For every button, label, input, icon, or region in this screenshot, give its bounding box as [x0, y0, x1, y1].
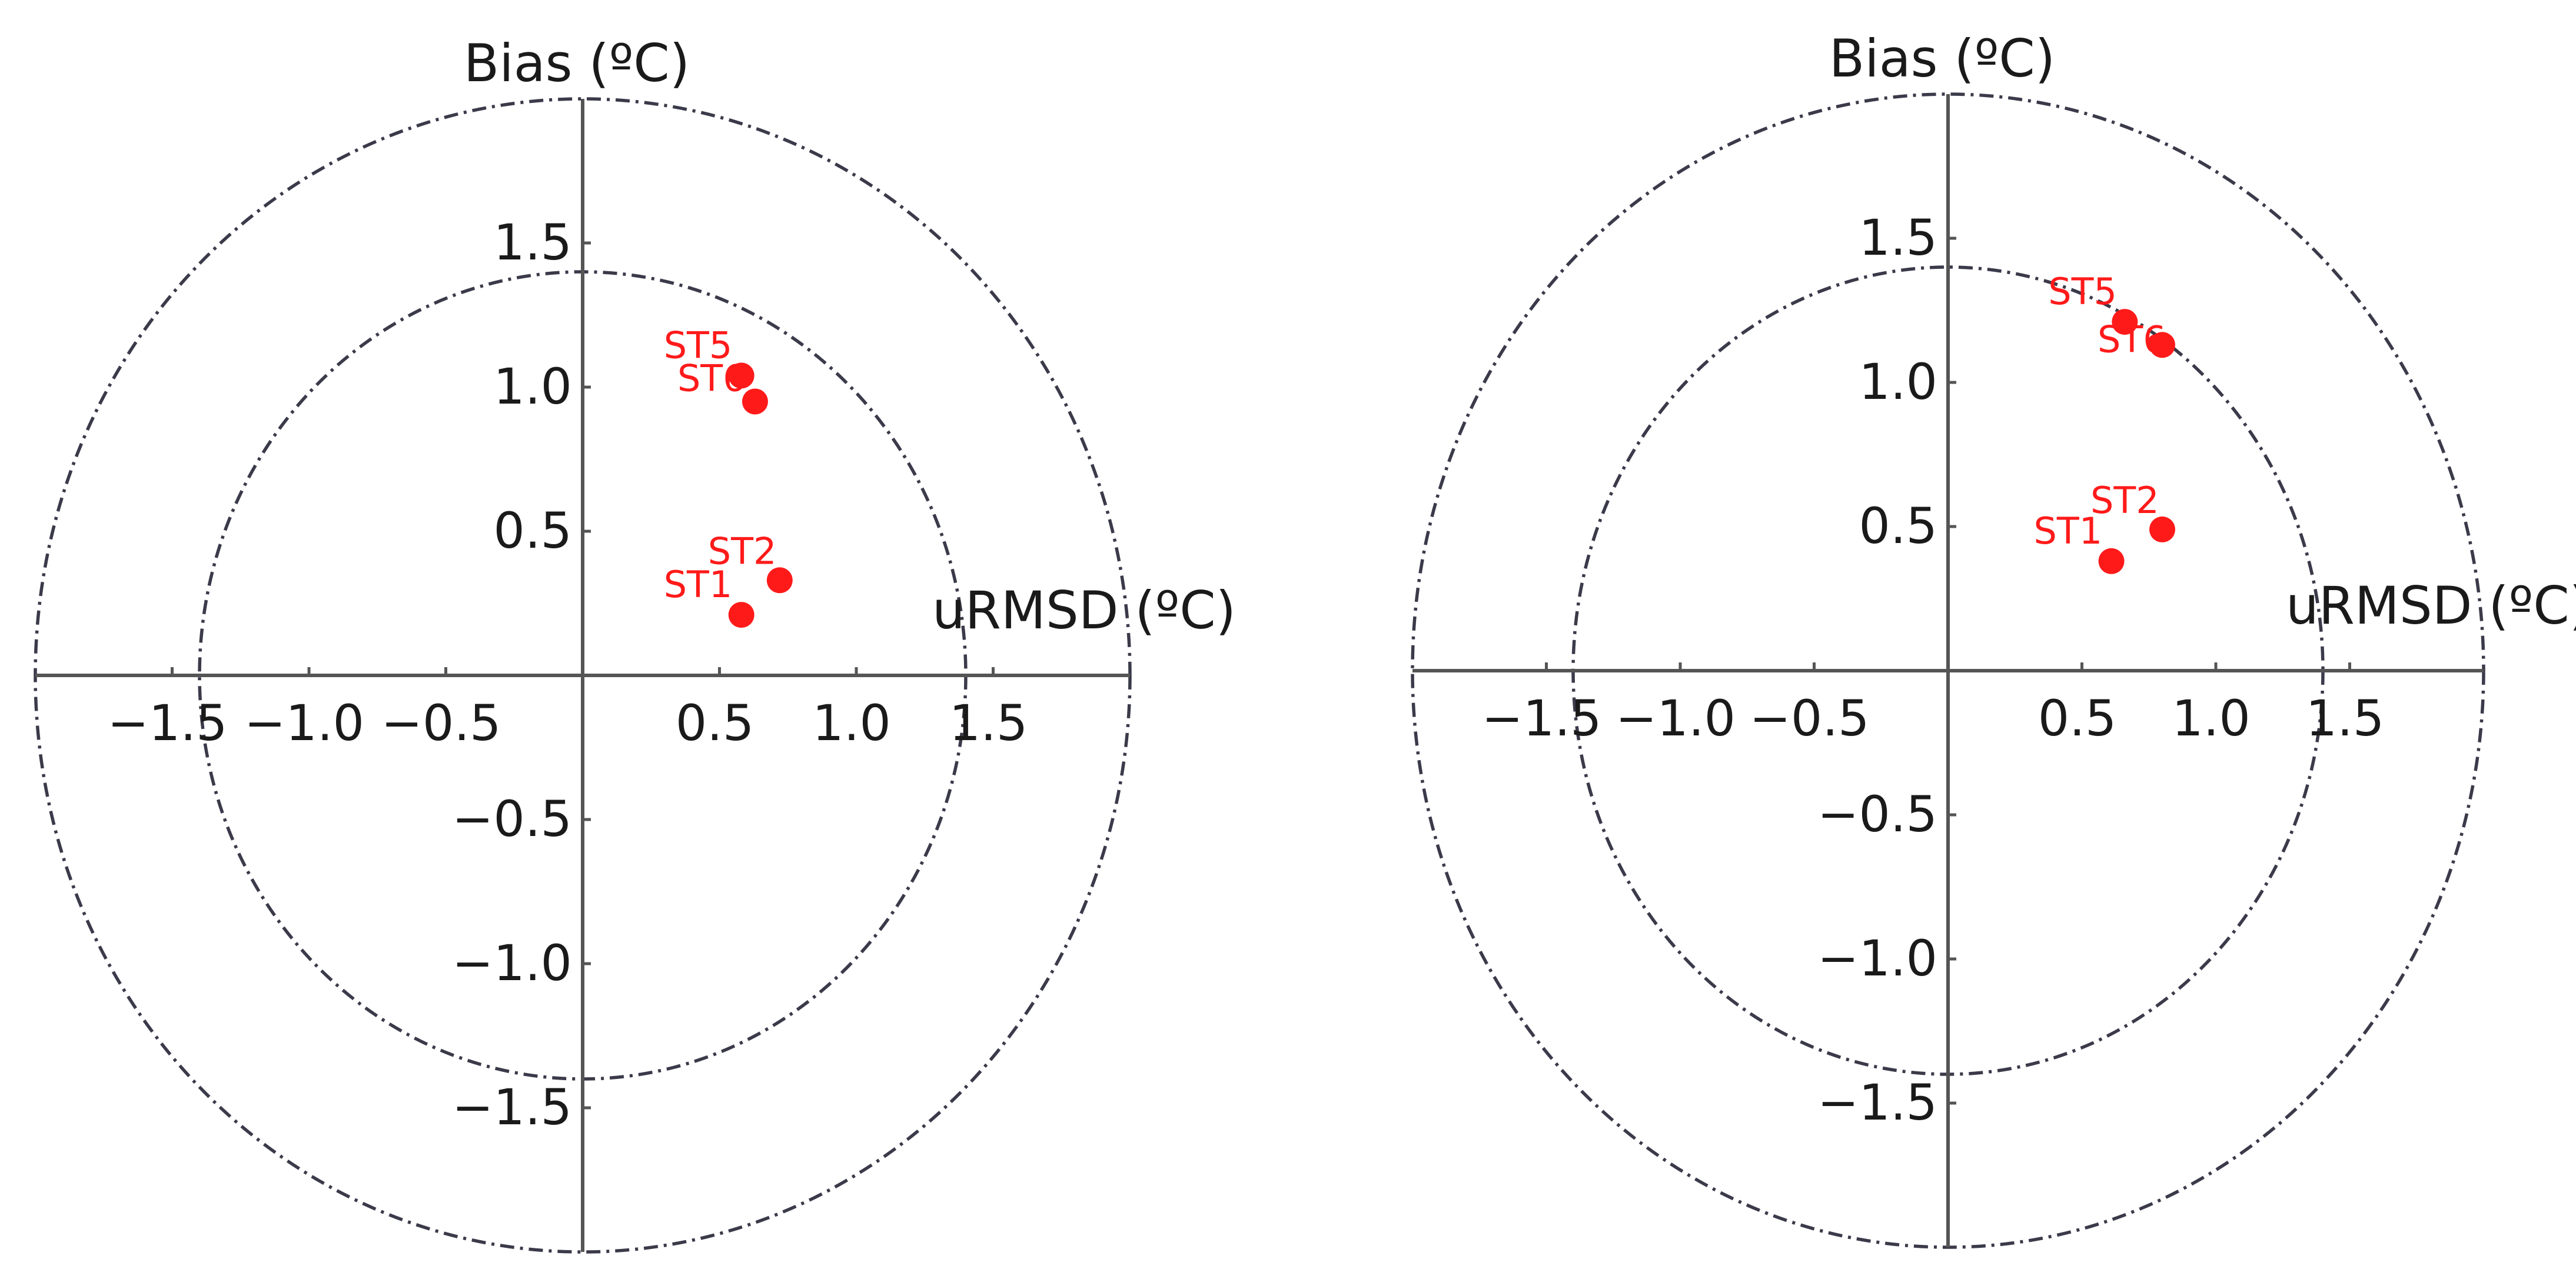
y-tick-label: −0.5 — [1817, 785, 1937, 843]
x-axis-title: uRMSD (ºC) — [932, 580, 1236, 641]
chart-panel-1: −1.5 −1.0 −0.5 0.5 1.0 1.5 1.5 1.0 0.5 −0.5 −1.0 −1… — [34, 33, 1236, 1254]
x-tick-label: 1.5 — [949, 694, 1028, 752]
y-tick-label: −1.5 — [1817, 1074, 1937, 1131]
y-axis-title: Bias (ºC) — [1829, 28, 2055, 89]
y-tick-label: 1.0 — [1859, 353, 1937, 411]
y-tick-label: 1.5 — [493, 214, 572, 271]
data-point-st5 — [2112, 309, 2138, 335]
x-tick-label: 0.5 — [2038, 690, 2117, 747]
data-label-st2: ST2 — [708, 529, 777, 572]
y-tick-label: 0.5 — [1859, 497, 1937, 555]
x-tick-label: −1.5 — [108, 694, 228, 752]
data-label-st5: ST5 — [664, 324, 733, 367]
y-tick-label: −1.5 — [452, 1078, 572, 1136]
data-label-st6: ST6 — [2098, 318, 2166, 361]
data-label-st5: ST5 — [2048, 270, 2117, 313]
y-axis-title: Bias (ºC) — [464, 33, 690, 94]
data-point-st5 — [728, 362, 754, 389]
chart-panel-2: −1.5 −1.0 −0.5 0.5 1.0 1.51.51.00.5−0.5−1.0−1… — [1411, 28, 2576, 1249]
x-axis-title: uRMSD (ºC) — [2286, 575, 2576, 636]
data-point-st6 — [742, 388, 768, 415]
y-tick-label: −1.0 — [452, 934, 572, 992]
y-tick-label: −1.0 — [1817, 930, 1937, 987]
data-point-st1 — [2098, 548, 2125, 574]
y-tick-label: −0.5 — [452, 790, 572, 848]
x-tick-label: 1.0 — [812, 694, 891, 752]
x-tick-label: −1.0 — [244, 694, 364, 752]
y-tick-label: 1.5 — [1859, 209, 1937, 267]
x-tick-label: 0.5 — [676, 694, 754, 752]
x-tick-label: −0.5 — [1750, 690, 1870, 747]
data-label-st2: ST2 — [2090, 479, 2159, 522]
data-label-st6: ST6 — [677, 357, 746, 400]
data-point-st6 — [2149, 332, 2175, 358]
y-tick-label: 1.0 — [493, 358, 572, 415]
data-point-st2 — [2149, 516, 2175, 542]
x-tick-label: 1.0 — [2172, 690, 2251, 747]
x-tick-label: −1.0 — [1616, 690, 1736, 747]
x-tick-label: 1.5 — [2306, 690, 2385, 747]
x-tick-label: −0.5 — [381, 694, 501, 752]
x-tick-label: −1.5 — [1482, 690, 1602, 747]
data-point-st2 — [766, 567, 793, 594]
y-tick-label: 0.5 — [493, 502, 572, 559]
data-label-st1: ST1 — [664, 563, 733, 606]
data-label-st1: ST1 — [2034, 509, 2103, 552]
data-point-st1 — [728, 602, 754, 628]
